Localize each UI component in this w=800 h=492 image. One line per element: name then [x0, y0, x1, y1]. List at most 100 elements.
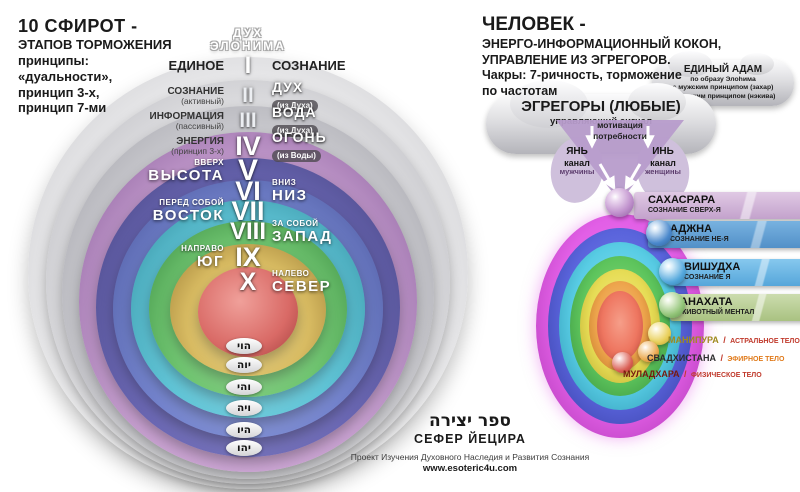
divine-name-oval: הוי — [226, 338, 262, 354]
motivation-label: мотивация — [597, 120, 643, 130]
level-left-sublabel: (активный) — [181, 96, 224, 107]
chakra-label-muladhara: МУЛАДХАРА / ФИЗИЧЕСКОЕ ТЕЛО — [623, 369, 762, 379]
right-subtitle-line: УПРАВЛЕНИЕ ИЗ ЭГРЕГОРОВ. — [482, 52, 671, 67]
level-left-sublabel: (пассивный) — [175, 121, 224, 132]
direction-small-label: ВВЕРХ — [194, 157, 224, 167]
direction-big-label: ВЫСОТА — [148, 166, 224, 184]
signal-labels: мотивация потребности — [556, 120, 684, 141]
level-right-sublabel: (из Духа) — [272, 124, 318, 137]
level-numeral: X — [239, 268, 257, 296]
sefer-yetzirah-hebrew: ספר יצירה — [429, 411, 511, 431]
level-left-label: СОЗНАНИЕ — [167, 86, 224, 98]
level-right-label: ВОДА — [272, 104, 317, 120]
right-subtitle-line: по частотам — [482, 83, 558, 98]
apex-line: ДУХ — [232, 26, 264, 40]
level-row-i: ЕДИНОЕ I СОЗНАНИЕ — [0, 52, 496, 80]
chakra-banner-sahasrara: САХАСРАРА СОЗНАНИЕ СВЕРХ-Я — [634, 192, 800, 219]
level-right-label: ДУХ — [272, 79, 304, 95]
right-subtitle-line: Чакры: 7-ричность, торможение — [482, 68, 682, 83]
chakra-banner-anahata: АНАХАТА ЖИВОТНЫЙ МЕНТАЛ — [670, 294, 800, 321]
adam-cloud-line: с мужским принципом (захар) — [672, 84, 774, 92]
direction-big-label: НИЗ — [272, 187, 308, 205]
level-numeral: III — [239, 109, 257, 133]
level-left-label: ЕДИНОЕ — [168, 58, 224, 73]
left-title-block: 10 СФИРОТ - ЭТАПОВ ТОРМОЖЕНИЯ принципы: … — [18, 16, 228, 116]
yang-channel-label: ЯНЬ канал мужчины — [559, 146, 595, 177]
left-principles-line: принцип 7-ми — [18, 100, 107, 116]
direction-small-label: НАПРАВО — [181, 244, 224, 254]
divine-name-oval: ויה — [226, 400, 262, 416]
level-row-viii: VIII ЗА СОБОЙ ЗАПАД — [0, 218, 496, 246]
converge-arrow — [624, 163, 642, 191]
level-left-label: ИНФОРМАЦИЯ — [149, 111, 225, 123]
adam-cloud-title: ЕДИНЫЙ АДАМ — [683, 64, 763, 75]
chakra-sphere-vishudha — [659, 258, 686, 285]
level-right-sublabel: (из Духа) — [272, 99, 318, 112]
chakra-sphere-svadhisthana — [638, 341, 659, 362]
level-row-x: X НАЛЕВО СЕВЕР — [0, 268, 496, 297]
chakra-sphere-manipura — [648, 322, 671, 345]
divine-name-oval: והי — [226, 379, 262, 395]
left-principles-line: «дуальности», — [18, 68, 113, 84]
level-row-ii: СОЗНАНИЕ (активный) II ДУХ (из Духа) — [0, 80, 496, 113]
chakra-sphere-muladhara — [612, 352, 633, 373]
adam-cloud-line: и женским принципом (нэкива) — [670, 92, 776, 100]
left-principles-line: принципы: — [18, 52, 89, 68]
chakra-sphere-anahata — [659, 292, 685, 318]
direction-small-label: НАЛЕВО — [272, 269, 310, 279]
level-row-iv: ЭНЕРГИЯ (принцип 3-х) IV ОГОНЬ (из Воды) — [0, 130, 496, 163]
divine-name-oval: יהו — [226, 440, 262, 456]
direction-big-label: ЗАПАД — [272, 227, 333, 245]
direction-big-label: СЕВЕР — [272, 278, 332, 296]
chakra-banner-vishudha: ВИШУДХА СОЗНАНИЕ Я — [668, 259, 800, 286]
chakra-banner-ajna: АДЖНА СОЗНАНИЕ НЕ-Я — [648, 221, 800, 248]
level-numeral: VIII — [230, 218, 267, 245]
level-row-vii: ПЕРЕД СОБОЙ ВОСТОК VII — [0, 196, 496, 227]
project-caption: Проект Изучения Духовного Наследия и Раз… — [350, 451, 590, 462]
direction-small-label: ВНИЗ — [272, 178, 297, 188]
footer-block: ספר יצירה СЕФЕР ЙЕЦИРА Проект Изучения Д… — [345, 412, 595, 474]
egregor-cloud-title: ЭГРЕГОРЫ (ЛЮБЫЕ) — [521, 98, 681, 115]
level-left-label: ЭНЕРГИЯ — [176, 136, 224, 148]
level-numeral: V — [237, 154, 258, 187]
direction-big-label: ЮГ — [197, 253, 224, 271]
right-title-block: ЧЕЛОВЕК - ЭНЕРГО-ИНФОРМАЦИОННЫЙ КОКОН, У… — [482, 14, 794, 100]
divine-name-oval: יוה — [226, 357, 262, 373]
level-right-label: ОГОНЬ — [272, 129, 327, 145]
direction-big-label: ВОСТОК — [152, 207, 224, 225]
direction-small-label: ЗА СОБОЙ — [272, 218, 319, 228]
chakra-label-svadhisthana: СВАДХИСТАНА / ЭФИРНОЕ ТЕЛО — [647, 353, 785, 363]
adam-cloud-line: по образу Элоhима — [690, 76, 756, 83]
level-left-sublabel: (принцип 3-х) — [171, 146, 224, 157]
level-numeral: IV — [235, 130, 261, 161]
channel-funnel — [550, 120, 690, 203]
level-numeral: I — [244, 52, 252, 79]
level-numeral: II — [242, 84, 254, 108]
yin-channel-label: ИНЬ канал женщины — [645, 146, 681, 177]
needs-label: потребности — [593, 130, 647, 141]
left-title: 10 СФИРОТ - — [18, 16, 138, 36]
level-numeral: IX — [235, 242, 261, 272]
level-row-v: ВВЕРХ ВЫСОТА V — [0, 154, 496, 188]
level-row-vi: VI ВНИЗ НИЗ — [0, 176, 496, 207]
sefer-yetzirah-translit: СЕФЕР ЙЕЦИРА — [414, 431, 526, 446]
right-subtitle-line: ЭНЕРГО-ИНФОРМАЦИОННЫЙ КОКОН, — [482, 37, 722, 51]
website-url: www.esoteric4u.com — [422, 462, 518, 474]
chakra-sphere-ajna — [646, 220, 672, 246]
apex-label: ДУХ ЭЛОНИМА — [0, 26, 496, 54]
level-numeral: VI — [235, 176, 261, 206]
divine-name-oval: היו — [226, 422, 262, 438]
level-right-sublabel: (из Воды) — [272, 149, 321, 162]
cocoon-ring-7 — [597, 291, 643, 361]
apex-line: ЭЛОНИМА — [210, 39, 286, 54]
level-row-ix: НАПРАВО ЮГ IX — [0, 242, 496, 273]
level-numeral: VII — [231, 196, 265, 226]
chakra-sphere-sahasrara — [605, 188, 634, 217]
chakra-label-manipura: МАНИПУРА / АСТРАЛЬНОЕ ТЕЛО — [668, 335, 800, 345]
level-row-iii: ИНФОРМАЦИЯ (пассивный) III ВОДА (из Духа) — [0, 105, 496, 138]
left-principles-line: принцип 3-х, — [18, 84, 100, 100]
right-title: ЧЕЛОВЕК - — [482, 14, 586, 35]
converge-arrow — [598, 163, 616, 191]
direction-small-label: ПЕРЕД СОБОЙ — [159, 198, 224, 208]
